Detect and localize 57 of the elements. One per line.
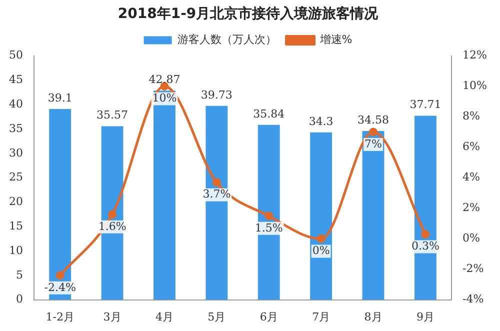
y-tick-label: 20 <box>8 195 23 208</box>
data-label: 0% <box>312 244 330 258</box>
point <box>421 230 430 238</box>
data-label: 10% <box>152 92 177 105</box>
data-label: 39.73 <box>200 88 232 102</box>
bar <box>362 131 384 300</box>
data-label: 1.6% <box>98 220 126 233</box>
x-tick-label: 3月 <box>103 310 122 324</box>
y-tick-label: 5 <box>16 268 23 282</box>
x-tick-label: 5月 <box>208 310 226 324</box>
data-label: 37.71 <box>410 98 442 112</box>
bar <box>154 90 176 300</box>
data-label: 35.84 <box>253 107 285 120</box>
y2-tick-label: -4% <box>462 292 484 306</box>
x-tick-label: 4月 <box>155 310 174 324</box>
y-tick-label: 30 <box>8 146 23 160</box>
point <box>56 271 64 280</box>
point <box>212 178 221 187</box>
point <box>369 128 378 136</box>
legend-label: 增速% <box>318 33 352 46</box>
data-label: 3.7% <box>202 188 231 201</box>
y-tick-label: 0 <box>16 292 23 306</box>
bar <box>310 132 332 300</box>
data-label: -2.4% <box>44 280 76 294</box>
x-tick-label: 6月 <box>260 310 278 324</box>
y2-tick-label: 4% <box>462 170 480 184</box>
data-label: 7% <box>364 137 382 150</box>
x-tick-label: 7月 <box>312 310 330 324</box>
x-tick-label: 8月 <box>364 310 382 324</box>
y2-tick-label: 6% <box>462 140 480 154</box>
data-label: 34.58 <box>358 113 390 126</box>
data-label: 1.5% <box>254 221 283 234</box>
data-label: 42.87 <box>148 72 180 86</box>
data-label: 39.1 <box>48 91 72 104</box>
y2-tick-label: 2% <box>462 201 480 214</box>
data-label: 35.57 <box>96 108 128 122</box>
x-tick-label: 9月 <box>416 310 434 324</box>
data-label: 34.3 <box>308 114 334 128</box>
data-label: 0.3% <box>411 240 440 253</box>
y2-tick-label: 8% <box>462 110 480 123</box>
y-tick-label: 25 <box>8 170 23 184</box>
y-tick-label: 35 <box>8 122 23 135</box>
y-tick-label: 15 <box>8 219 23 232</box>
y2-tick-label: 0% <box>462 232 480 245</box>
y2-tick-label: -2% <box>462 262 484 276</box>
point <box>316 234 326 244</box>
y2-tick-label: 12% <box>462 48 488 62</box>
y2-tick-label: 10% <box>462 79 488 92</box>
y-tick-label: 40 <box>8 97 23 110</box>
y-tick-label: 45 <box>8 73 23 86</box>
legend-label: 游客人数（万人次） <box>177 33 276 46</box>
chart-title: 2018年1-9月北京市接待入境游旅客情况 <box>118 5 380 22</box>
y-tick-label: 10 <box>8 244 23 257</box>
point <box>264 212 274 220</box>
point <box>108 210 117 219</box>
y-tick-label: 50 <box>8 48 23 62</box>
x-tick-label: 1-2月 <box>46 310 74 324</box>
